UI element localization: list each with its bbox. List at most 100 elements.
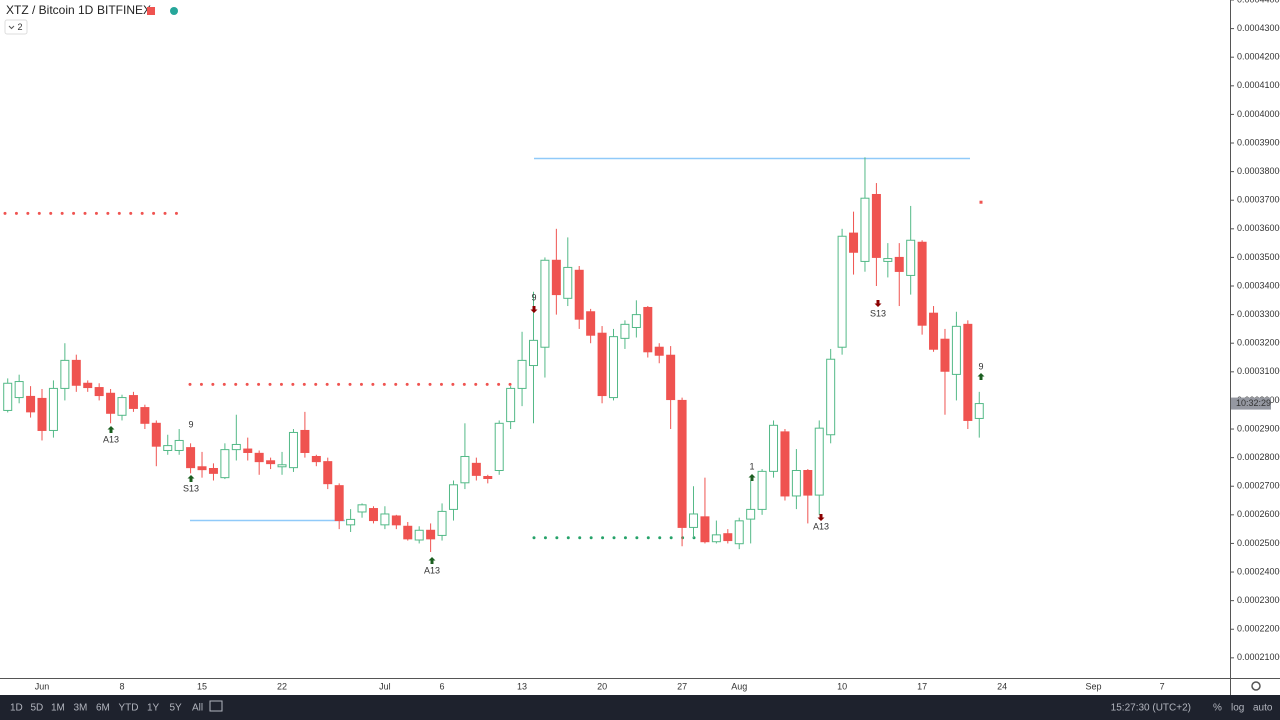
candle-body xyxy=(528,339,538,367)
candle-body xyxy=(517,359,527,389)
candle-body xyxy=(151,422,161,447)
signal-arrow xyxy=(107,426,115,433)
signal-label: S13 xyxy=(870,308,886,318)
candle-body xyxy=(951,325,961,375)
candle-body xyxy=(186,447,196,469)
candle-body xyxy=(174,439,184,451)
candle-body xyxy=(437,510,447,536)
candle-body xyxy=(391,515,401,526)
range-button[interactable]: 1D xyxy=(10,703,23,714)
signal-label: 9 xyxy=(188,419,193,429)
candle-body xyxy=(677,399,687,528)
y-tick-label: 0.00024000 xyxy=(1237,566,1280,576)
candle-body xyxy=(940,338,950,372)
signal-label: 1 xyxy=(749,461,754,471)
toolbar xyxy=(0,695,1280,720)
candle-body xyxy=(323,461,333,485)
y-tick-label: 0.00044000 xyxy=(1237,0,1280,4)
layout-chip-label[interactable]: 2 xyxy=(17,22,22,32)
y-tick-label: 0.00025000 xyxy=(1237,538,1280,548)
candle-body xyxy=(448,484,458,510)
candle-body xyxy=(14,381,24,399)
candle-body xyxy=(334,485,344,522)
y-tick-label: 0.00037000 xyxy=(1237,195,1280,205)
signal-arrow xyxy=(874,300,882,307)
candle-body xyxy=(48,387,58,431)
y-tick-label: 0.00034000 xyxy=(1237,280,1280,290)
countdown: 10:32:29 xyxy=(1236,398,1271,408)
candle-body xyxy=(83,382,93,389)
x-tick-label: 20 xyxy=(597,681,607,691)
signal-arrow xyxy=(428,557,436,564)
countdown-tag xyxy=(1231,397,1271,410)
candle-body xyxy=(917,241,927,326)
candle-body xyxy=(300,429,310,453)
range-button[interactable]: YTD xyxy=(119,703,139,714)
candle-body xyxy=(483,476,493,480)
candle-body xyxy=(494,422,504,471)
y-tick-label: 0.00026000 xyxy=(1237,509,1280,519)
range-button[interactable]: 6M xyxy=(96,703,110,714)
candle-body xyxy=(883,258,893,262)
scale-button[interactable]: auto xyxy=(1253,703,1273,714)
range-button[interactable]: 1Y xyxy=(147,703,160,714)
candle-body xyxy=(128,395,138,409)
candle-body xyxy=(974,403,984,419)
y-tick-label: 0.00033000 xyxy=(1237,309,1280,319)
scale-button[interactable]: % xyxy=(1213,703,1222,714)
signal-arrow xyxy=(187,475,195,482)
candle-body xyxy=(163,445,173,451)
x-tick-label: 8 xyxy=(120,681,125,691)
candle-body xyxy=(551,259,561,296)
y-tick-label: 0.00036000 xyxy=(1237,223,1280,233)
scale-button[interactable]: log xyxy=(1231,703,1244,714)
candle-body xyxy=(540,259,550,348)
exchange: BITFINEX xyxy=(97,3,151,17)
candle-body xyxy=(117,397,127,416)
candle-body xyxy=(906,239,916,276)
date-range-icon[interactable] xyxy=(209,700,223,712)
candle-body xyxy=(426,529,436,540)
candle-body xyxy=(689,513,699,528)
signal-label: S13 xyxy=(183,483,199,493)
candle-body xyxy=(380,513,390,526)
signal-label: 9 xyxy=(978,361,983,371)
candle-body xyxy=(700,516,710,543)
signal-arrow xyxy=(748,474,756,481)
range-button[interactable]: 3M xyxy=(74,703,88,714)
candle-body xyxy=(826,358,836,436)
x-tick-label: Jun xyxy=(35,681,50,691)
y-tick-label: 0.00041000 xyxy=(1237,80,1280,90)
layout-chip[interactable] xyxy=(4,19,28,35)
plot: A13 9 S13 A13 9 1 A13 S13 9 xyxy=(3,157,985,575)
signal-label: A13 xyxy=(103,434,119,444)
candle-body xyxy=(311,455,321,463)
status-dot xyxy=(170,7,178,15)
clock: 15:27:30 (UTC+2) xyxy=(1111,703,1191,714)
x-tick-label: Jul xyxy=(379,681,391,691)
candle-body xyxy=(277,464,287,468)
candle-body xyxy=(403,525,413,540)
range-button[interactable]: 1M xyxy=(51,703,65,714)
candle-body xyxy=(574,269,584,320)
range-button[interactable]: 5D xyxy=(31,703,44,714)
candle-body xyxy=(208,467,218,474)
candle-body xyxy=(666,354,676,401)
candle-body xyxy=(929,312,939,350)
range-button[interactable]: All xyxy=(192,703,203,714)
candle-body xyxy=(654,346,664,356)
settings-icon[interactable] xyxy=(1251,681,1261,691)
candle-body xyxy=(71,359,81,386)
level-point xyxy=(979,200,983,204)
candle-body xyxy=(609,336,619,399)
y-tick-label: 0.00028000 xyxy=(1237,452,1280,462)
candle-body xyxy=(860,197,870,262)
signal-arrow xyxy=(817,514,825,521)
y-tick-label: 0.00043000 xyxy=(1237,23,1280,33)
candle-body xyxy=(734,520,744,545)
candle-body xyxy=(37,397,47,431)
candle-body xyxy=(746,508,756,520)
range-button[interactable]: 5Y xyxy=(170,703,183,714)
